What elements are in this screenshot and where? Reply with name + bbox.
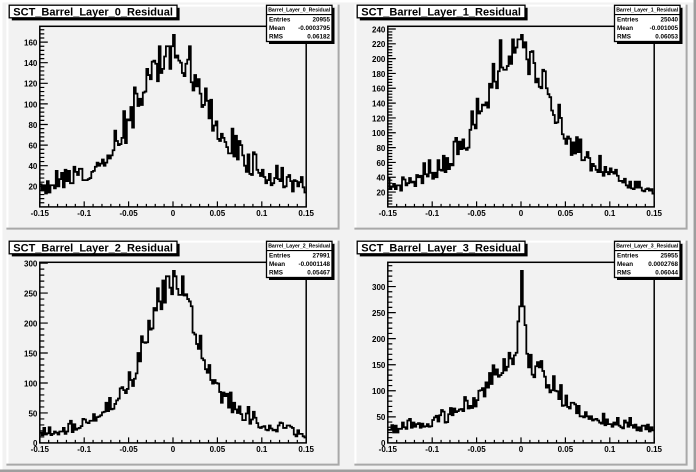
svg-text:140: 140 <box>372 100 386 109</box>
svg-text:0.15: 0.15 <box>298 209 314 218</box>
svg-text:0.1: 0.1 <box>604 445 616 454</box>
svg-text:20: 20 <box>28 183 37 192</box>
svg-text:RMS: RMS <box>269 270 283 277</box>
svg-text:-0.1: -0.1 <box>77 209 91 218</box>
svg-text:Entries: Entries <box>617 16 639 23</box>
svg-text:0: 0 <box>171 445 176 454</box>
svg-text:27991: 27991 <box>312 252 330 259</box>
svg-text:SCT_Barrel_Layer_2_Residual: SCT_Barrel_Layer_2_Residual <box>13 242 173 254</box>
svg-text:200: 200 <box>372 335 386 344</box>
svg-text:0.15: 0.15 <box>646 445 662 454</box>
svg-text:50: 50 <box>376 413 385 422</box>
svg-text:0.06044: 0.06044 <box>655 270 678 277</box>
svg-text:180: 180 <box>372 70 386 79</box>
svg-text:SCT_Barrel_Layer_1_Residual: SCT_Barrel_Layer_1_Residual <box>361 6 521 18</box>
svg-text:Barrel_Layer_3_Residual: Barrel_Layer_3_Residual <box>616 244 679 250</box>
svg-text:-0.0001148: -0.0001148 <box>298 261 330 268</box>
svg-text:120: 120 <box>24 80 38 89</box>
svg-text:-0.05: -0.05 <box>467 209 486 218</box>
svg-text:120: 120 <box>372 114 386 123</box>
svg-text:250: 250 <box>372 309 386 318</box>
svg-text:-0.15: -0.15 <box>379 209 398 218</box>
svg-text:0.1: 0.1 <box>256 445 268 454</box>
svg-text:Entries: Entries <box>269 16 291 23</box>
svg-text:0.05: 0.05 <box>558 445 574 454</box>
svg-text:200: 200 <box>372 55 386 64</box>
svg-text:100: 100 <box>372 129 386 138</box>
svg-text:Barrel_Layer_1_Residual: Barrel_Layer_1_Residual <box>616 8 679 14</box>
svg-text:0.06053: 0.06053 <box>655 34 678 41</box>
svg-text:300: 300 <box>372 283 386 292</box>
svg-text:200: 200 <box>24 319 38 328</box>
svg-text:Barrel_Layer_2_Residual: Barrel_Layer_2_Residual <box>268 244 331 250</box>
svg-text:Mean: Mean <box>617 25 633 32</box>
svg-text:0.05467: 0.05467 <box>307 270 330 277</box>
svg-text:80: 80 <box>376 144 385 153</box>
svg-text:-0.15: -0.15 <box>31 209 50 218</box>
svg-text:100: 100 <box>372 387 386 396</box>
svg-text:Entries: Entries <box>617 252 639 259</box>
svg-text:Mean: Mean <box>269 261 285 268</box>
svg-text:RMS: RMS <box>617 270 631 277</box>
svg-text:160: 160 <box>24 39 38 48</box>
svg-text:0.15: 0.15 <box>298 445 314 454</box>
svg-text:150: 150 <box>372 361 386 370</box>
svg-text:100: 100 <box>24 379 38 388</box>
svg-text:240: 240 <box>372 25 386 34</box>
svg-text:SCT_Barrel_Layer_3_Residual: SCT_Barrel_Layer_3_Residual <box>361 242 521 254</box>
svg-text:20955: 20955 <box>312 16 330 23</box>
svg-text:Mean: Mean <box>617 261 633 268</box>
svg-text:0.05: 0.05 <box>210 445 226 454</box>
svg-text:0: 0 <box>519 445 524 454</box>
svg-text:Entries: Entries <box>269 252 291 259</box>
svg-text:-0.001005: -0.001005 <box>650 25 679 32</box>
svg-text:0.1: 0.1 <box>256 209 268 218</box>
svg-text:25955: 25955 <box>660 252 678 259</box>
svg-text:80: 80 <box>28 121 37 130</box>
svg-text:-0.1: -0.1 <box>425 445 439 454</box>
svg-text:-0.05: -0.05 <box>119 209 138 218</box>
svg-text:Mean: Mean <box>269 25 285 32</box>
svg-text:-0.15: -0.15 <box>31 445 50 454</box>
svg-text:50: 50 <box>28 409 37 418</box>
svg-text:-0.1: -0.1 <box>425 209 439 218</box>
svg-text:40: 40 <box>376 174 385 183</box>
svg-text:0.05: 0.05 <box>210 209 226 218</box>
svg-text:-0.0003795: -0.0003795 <box>298 25 330 32</box>
svg-text:0.05: 0.05 <box>558 209 574 218</box>
svg-text:0: 0 <box>33 439 38 448</box>
svg-text:60: 60 <box>376 159 385 168</box>
svg-text:RMS: RMS <box>617 34 631 41</box>
svg-text:0: 0 <box>171 209 176 218</box>
svg-text:140: 140 <box>24 59 38 68</box>
svg-text:Barrel_Layer_0_Residual: Barrel_Layer_0_Residual <box>268 8 331 14</box>
svg-text:220: 220 <box>372 40 386 49</box>
svg-text:0.15: 0.15 <box>646 209 662 218</box>
svg-text:300: 300 <box>24 260 38 269</box>
svg-text:0.06182: 0.06182 <box>307 34 330 41</box>
svg-text:-0.1: -0.1 <box>77 445 91 454</box>
svg-text:160: 160 <box>372 85 386 94</box>
svg-text:150: 150 <box>24 349 38 358</box>
svg-text:250: 250 <box>24 290 38 299</box>
svg-text:0: 0 <box>519 209 524 218</box>
svg-text:60: 60 <box>28 142 37 151</box>
svg-text:40: 40 <box>28 162 37 171</box>
svg-text:-0.05: -0.05 <box>467 445 486 454</box>
svg-text:RMS: RMS <box>269 34 283 41</box>
svg-text:SCT_Barrel_Layer_0_Residual: SCT_Barrel_Layer_0_Residual <box>13 6 173 18</box>
svg-text:0: 0 <box>381 439 386 448</box>
svg-text:-0.15: -0.15 <box>379 445 398 454</box>
svg-text:100: 100 <box>24 100 38 109</box>
svg-text:20: 20 <box>376 189 385 198</box>
svg-text:0.0002768: 0.0002768 <box>648 261 678 268</box>
svg-text:0.1: 0.1 <box>604 209 616 218</box>
svg-text:25040: 25040 <box>660 16 678 23</box>
svg-text:-0.05: -0.05 <box>119 445 138 454</box>
